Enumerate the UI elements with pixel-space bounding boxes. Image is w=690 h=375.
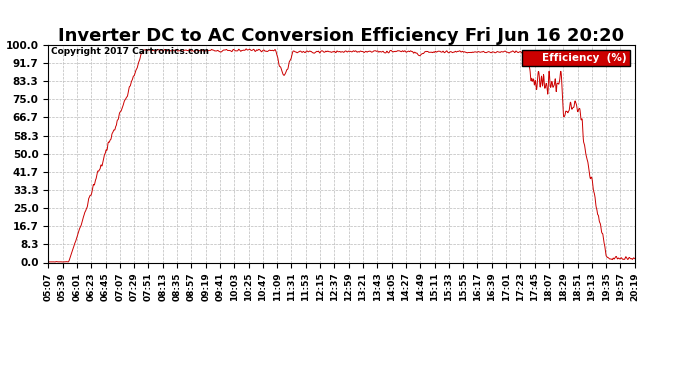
Title: Inverter DC to AC Conversion Efficiency Fri Jun 16 20:20: Inverter DC to AC Conversion Efficiency … bbox=[59, 27, 624, 45]
Text: Copyright 2017 Cartronics.com: Copyright 2017 Cartronics.com bbox=[51, 47, 209, 56]
Legend: Efficiency  (%): Efficiency (%) bbox=[522, 50, 629, 66]
